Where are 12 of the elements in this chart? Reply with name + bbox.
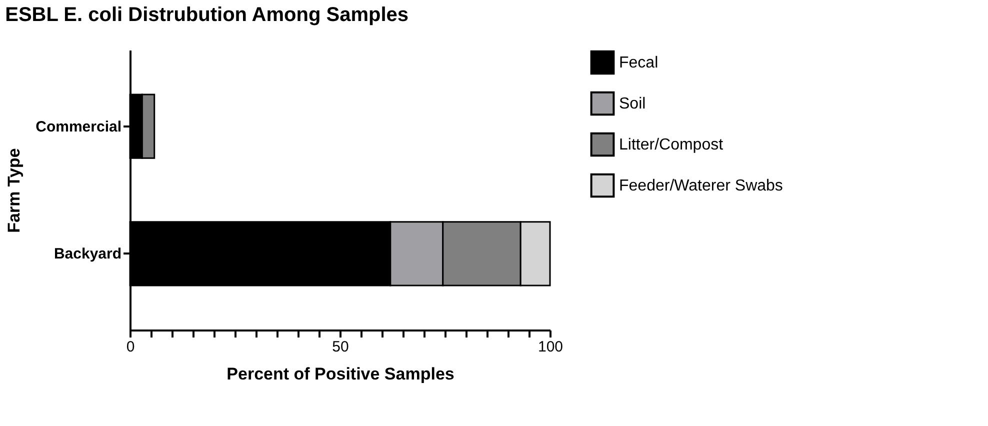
y-tick-label: Commercial (36, 118, 122, 136)
y-tick-label: Backyard (54, 246, 122, 263)
x-axis-title: Percent of Positive Samples (226, 364, 454, 384)
legend-label: Litter/Compost (619, 136, 724, 154)
y-axis-title: Farm Type (4, 148, 24, 233)
legend-label: Soil (619, 96, 646, 112)
legend-label: Fecal (619, 54, 658, 72)
chart-title: ESBL E. coli Distrubution Among Samples (5, 4, 409, 26)
x-tick-label: 0 (126, 338, 135, 356)
x-tick-label: 50 (332, 338, 349, 356)
legend-label: Feeder/Waterer Swabs (619, 178, 783, 194)
x-tick-label: 100 (538, 338, 564, 356)
